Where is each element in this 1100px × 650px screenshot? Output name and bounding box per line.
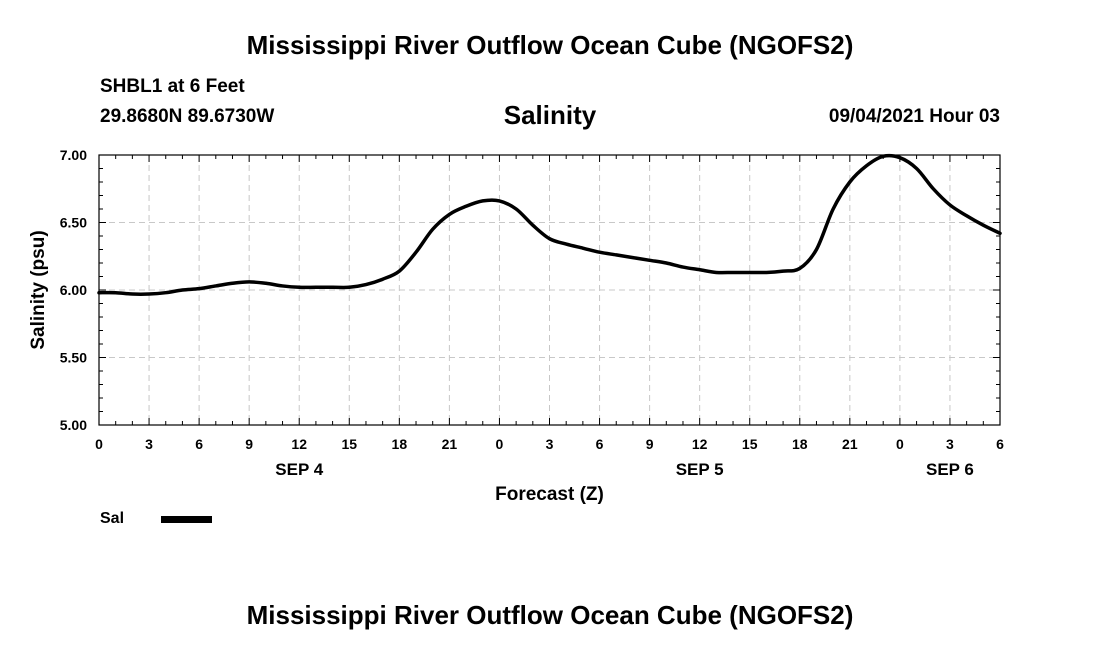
- x-tick-label: 9: [646, 436, 654, 452]
- station-coordinates: 29.8680N 89.6730W: [100, 106, 275, 127]
- legend-label: Sal: [100, 510, 125, 527]
- x-tick-label: 6: [195, 436, 203, 452]
- y-tick-label: 7.00: [60, 147, 87, 163]
- x-tick-label: 12: [291, 436, 307, 452]
- y-tick-label: 5.00: [60, 417, 87, 433]
- x-tick-label: 21: [442, 436, 458, 452]
- date-label: SEP 6: [926, 460, 974, 479]
- x-tick-label: 9: [245, 436, 253, 452]
- x-tick-label: 15: [341, 436, 357, 452]
- x-tick-label: 15: [742, 436, 758, 452]
- axis-ticks: [98, 154, 1001, 426]
- x-tick-label: 12: [692, 436, 708, 452]
- x-tick-label: 0: [95, 436, 103, 452]
- x-tick-label: 21: [842, 436, 858, 452]
- y-tick-label: 6.00: [60, 282, 87, 298]
- plot-frame: [98, 154, 1001, 426]
- x-tick-label: 3: [946, 436, 954, 452]
- y-axis-label: Salinity (psu): [28, 230, 49, 349]
- chart-title-top: Mississippi River Outflow Ocean Cube (NG…: [246, 30, 854, 60]
- x-axis-label: Forecast (Z): [495, 484, 604, 505]
- x-tick-label: 3: [546, 436, 554, 452]
- x-tick-label: 0: [896, 436, 904, 452]
- y-tick-label: 6.50: [60, 215, 87, 231]
- x-tick-label: 6: [996, 436, 1004, 452]
- y-tick-label: 5.50: [60, 350, 87, 366]
- x-tick-label: 18: [392, 436, 408, 452]
- series-line-sal: [97, 153, 1002, 296]
- x-tick-label: 0: [496, 436, 504, 452]
- forecast-datetime: 09/04/2021 Hour 03: [828, 106, 1000, 127]
- station-label: SHBL1 at 6 Feet: [100, 76, 245, 97]
- chart-subtitle: Salinity: [503, 100, 597, 130]
- x-tick-label: 18: [792, 436, 808, 452]
- axis-labels: 0 3 6 9 12 15 18 21 0 3 6 9 12 15 18 21 0 3 6 5.00 5.50 6.00 6…: [60, 147, 1004, 479]
- chart-title-bottom: Mississippi River Outflow Ocean Cube (NG…: [246, 600, 854, 630]
- x-tick-label: 3: [145, 436, 153, 452]
- x-tick-label: 6: [596, 436, 604, 452]
- date-label: SEP 4: [275, 460, 323, 479]
- date-label: SEP 5: [676, 460, 724, 479]
- legend-swatch: [161, 516, 212, 523]
- grid-lines: [99, 155, 1000, 425]
